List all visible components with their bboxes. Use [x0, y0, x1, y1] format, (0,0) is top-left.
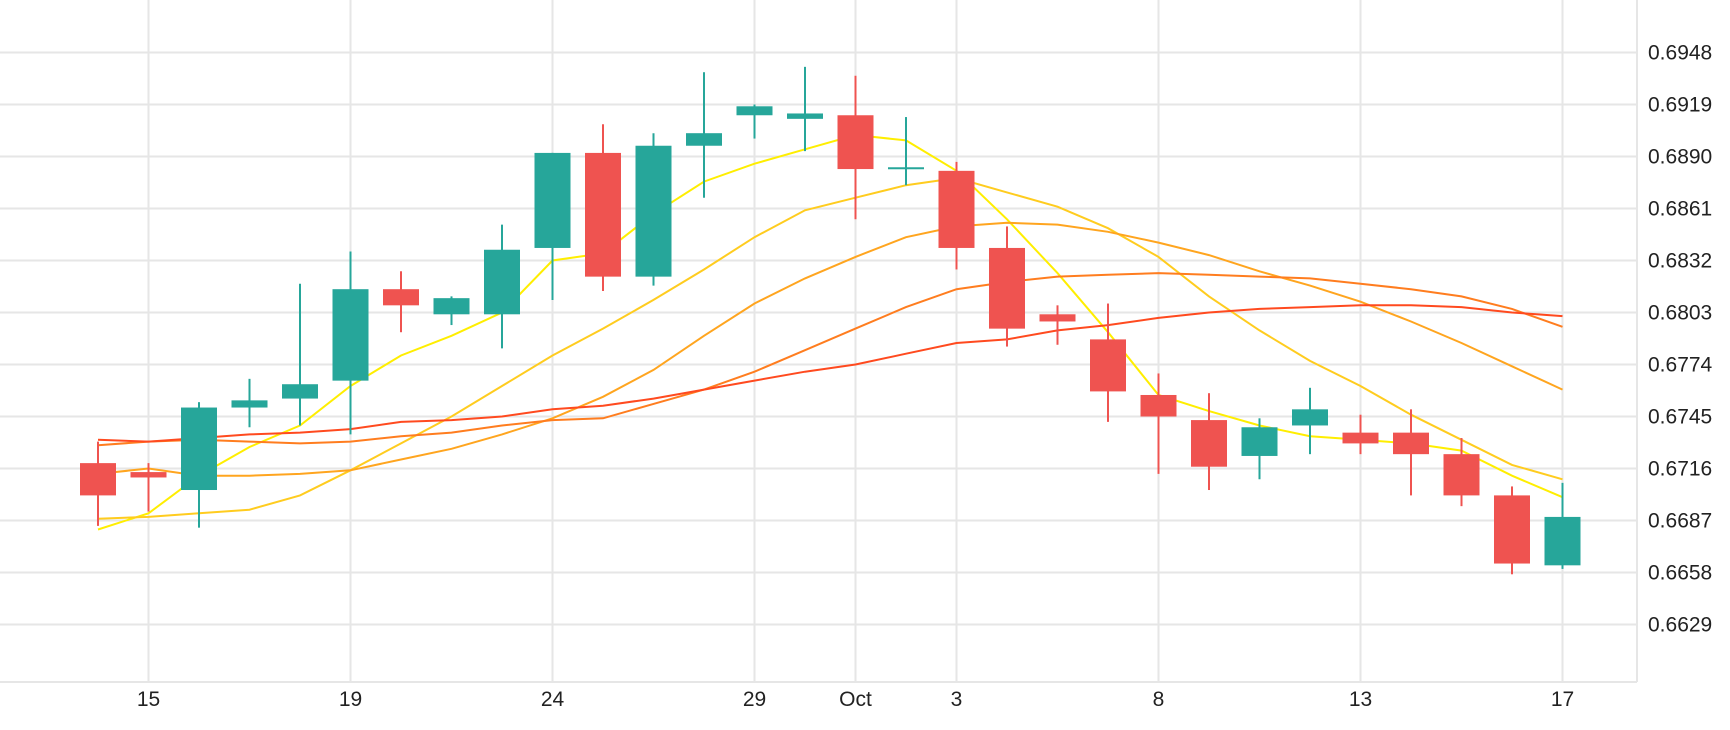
candle	[80, 441, 116, 526]
candle	[888, 117, 924, 186]
y-tick-label: 0.6745	[1648, 406, 1712, 429]
candle-body	[1494, 495, 1530, 564]
candles	[80, 66, 1581, 575]
x-tick-label: 24	[541, 688, 565, 711]
y-tick-label: 0.6658	[1648, 562, 1712, 585]
candle	[484, 224, 520, 349]
y-tick-label: 0.6774	[1648, 354, 1713, 377]
candle	[1191, 393, 1227, 491]
candle	[1443, 438, 1480, 507]
candle	[1494, 486, 1530, 575]
candle	[686, 72, 722, 198]
candle-body	[130, 472, 167, 478]
candle-body	[80, 463, 116, 496]
x-tick-label: 8	[1153, 688, 1165, 711]
series-line	[97, 221, 1563, 477]
y-axis: 0.6629 0.6658 0.6687 0.6716 0.6745 0.6774 0.68…	[1648, 42, 1713, 637]
candle-body	[1191, 420, 1227, 467]
candle-body	[282, 384, 318, 399]
candle-body	[181, 407, 217, 491]
candle-body	[1039, 314, 1076, 322]
candle-body	[332, 289, 369, 381]
candle	[433, 296, 470, 326]
candle	[1140, 373, 1177, 474]
candle-body	[484, 249, 520, 315]
series-line	[97, 176, 1563, 520]
x-tick-label: 29	[743, 688, 766, 711]
candle	[1544, 482, 1581, 569]
candle-body	[534, 152, 571, 248]
candle-body	[1241, 427, 1278, 456]
y-tick-label: 0.6629	[1648, 614, 1712, 637]
x-tick-label: Oct	[839, 688, 872, 711]
moving-average-lines	[97, 133, 1563, 531]
y-tick-label: 0.6861	[1648, 198, 1712, 221]
candle-body	[837, 115, 874, 170]
candle	[181, 402, 217, 528]
candle-body	[383, 289, 419, 306]
candle-body	[888, 167, 924, 170]
candle	[787, 66, 823, 152]
candle-body	[787, 113, 823, 119]
candle	[383, 271, 419, 333]
candle	[231, 378, 268, 428]
candle	[1393, 409, 1429, 496]
candle-body	[989, 247, 1025, 329]
candle-body	[1140, 394, 1177, 417]
candle-body	[635, 145, 672, 277]
candle	[1090, 303, 1126, 422]
series-line	[97, 272, 1563, 447]
candle	[332, 251, 369, 435]
candle	[938, 161, 975, 270]
y-tick-label: 0.6832	[1648, 250, 1712, 273]
x-tick-label: 13	[1349, 688, 1372, 711]
candle-body	[1443, 454, 1480, 496]
candle	[1241, 418, 1278, 480]
candle-body	[1393, 432, 1429, 455]
candle-body	[686, 133, 722, 146]
series-line	[97, 133, 1563, 531]
x-tick-label: 15	[137, 688, 160, 711]
x-tick-label: 19	[339, 688, 362, 711]
candle	[837, 75, 874, 220]
candle	[635, 133, 672, 286]
y-tick-label: 0.6687	[1648, 510, 1712, 533]
candle	[736, 104, 773, 139]
candle-body	[1544, 516, 1581, 566]
candle-body	[585, 152, 621, 277]
x-tick-label: 3	[951, 688, 963, 711]
candle-body	[1342, 432, 1379, 444]
candle	[282, 283, 318, 426]
candle	[534, 152, 571, 300]
candle	[989, 226, 1025, 347]
candle	[1039, 305, 1076, 345]
candle-body	[1292, 409, 1328, 426]
candle-body	[231, 400, 268, 408]
candle	[1292, 387, 1328, 455]
candle	[130, 463, 167, 512]
candle-body	[938, 170, 975, 248]
series-line	[97, 304, 1563, 443]
x-axis: 15 19 24 29 Oct 3 8 13 17	[137, 688, 1574, 711]
y-tick-label: 0.6919	[1648, 94, 1712, 117]
candle-body	[736, 106, 773, 116]
x-tick-label: 17	[1551, 688, 1574, 711]
candle-body	[1090, 339, 1126, 392]
candle	[585, 124, 621, 291]
grid	[0, 0, 1638, 683]
candle	[1342, 414, 1379, 455]
candle-body	[433, 298, 470, 315]
y-tick-label: 0.6803	[1648, 302, 1712, 325]
y-tick-label: 0.6948	[1648, 42, 1712, 65]
y-tick-label: 0.6890	[1648, 146, 1712, 169]
y-tick-label: 0.6716	[1648, 458, 1712, 481]
